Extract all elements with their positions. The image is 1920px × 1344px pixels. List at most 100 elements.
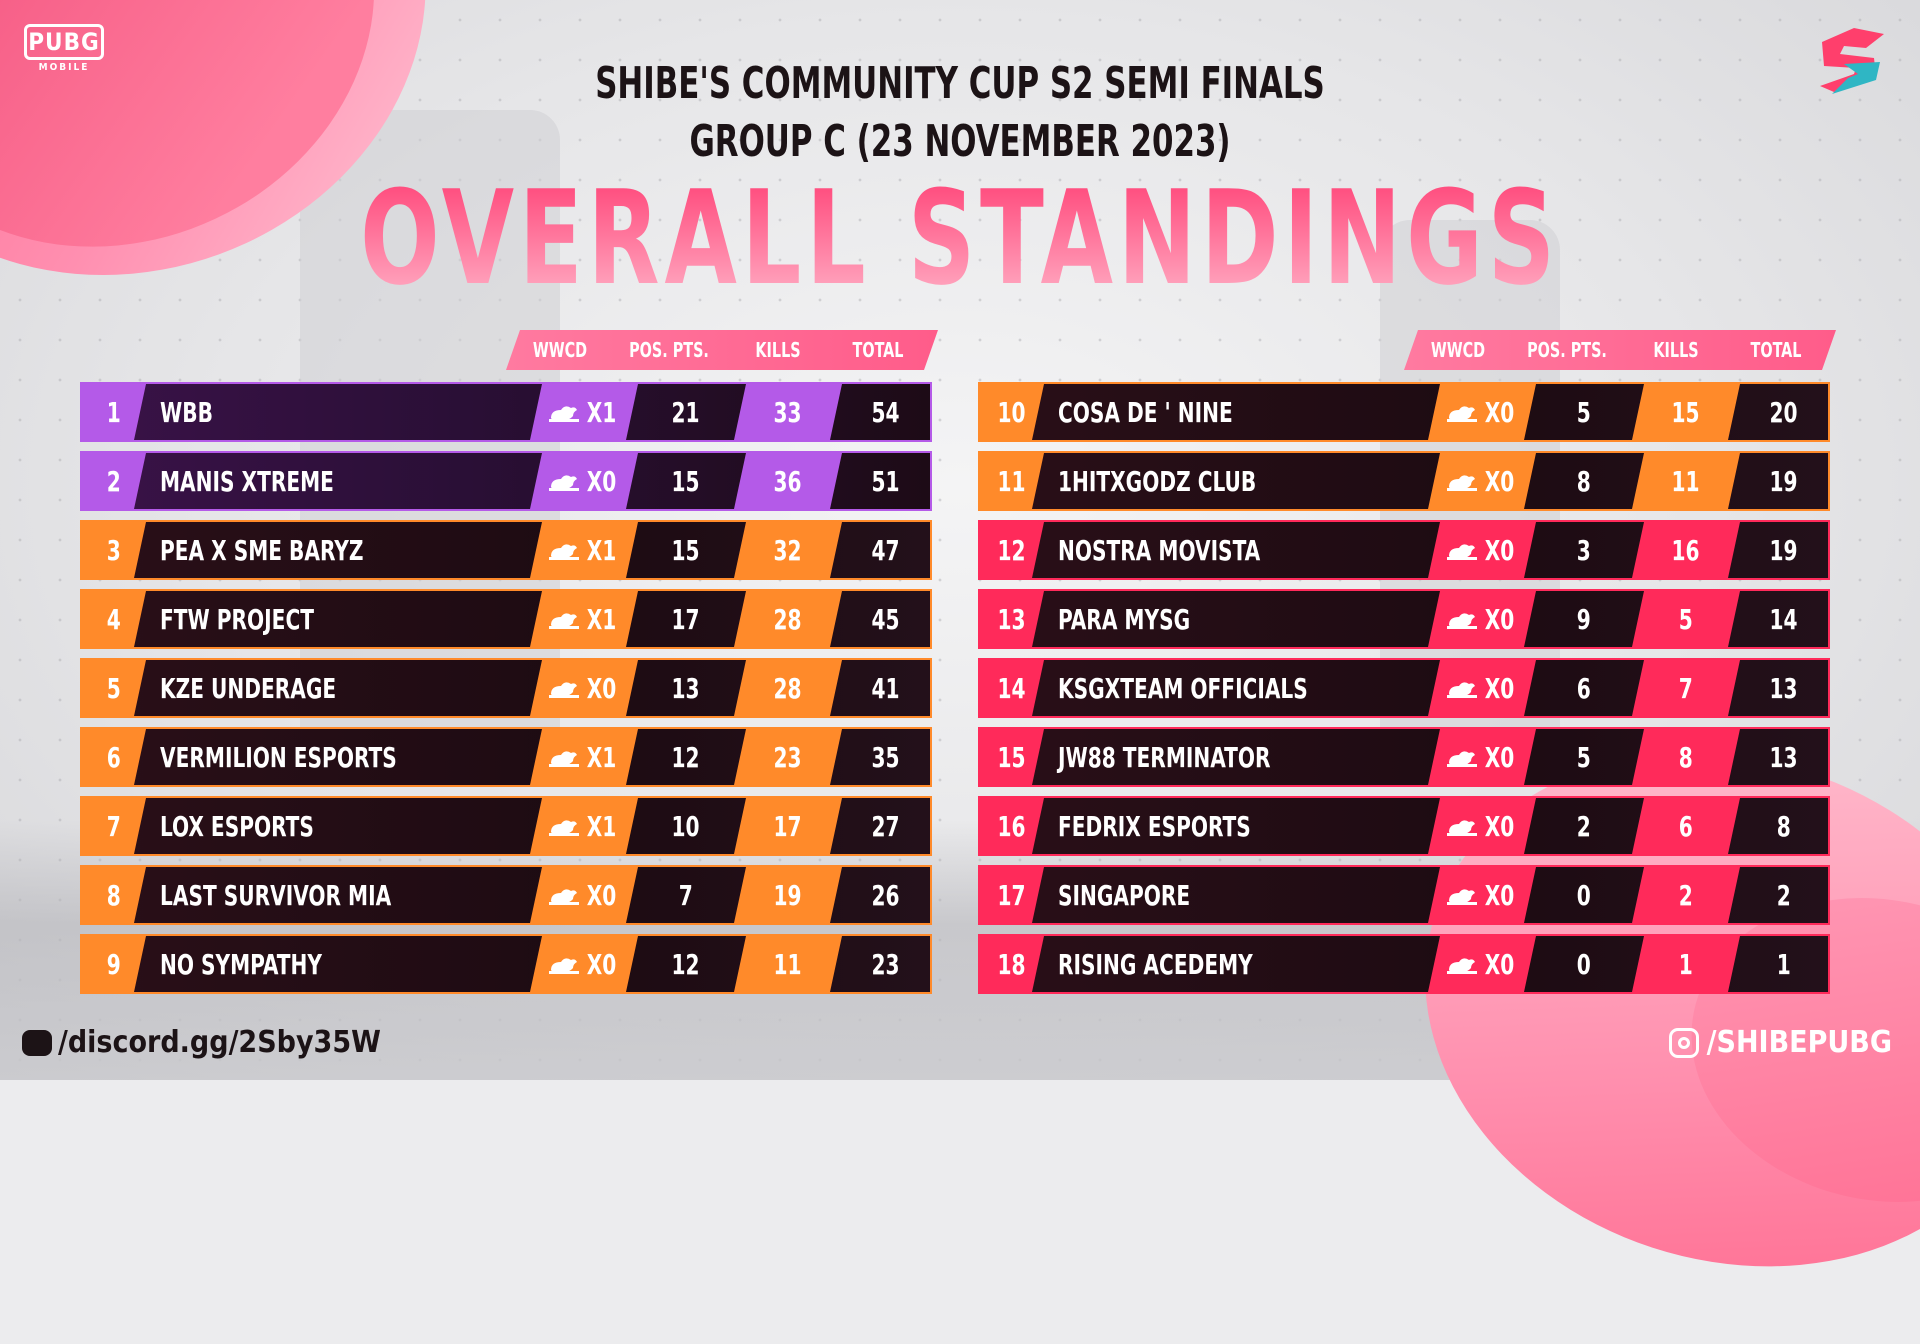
rank-number: 6 — [106, 740, 122, 774]
rank-number: 15 — [997, 740, 1027, 774]
team-name: PEA X SME BARYZ — [160, 533, 364, 567]
kills-cell: 11 — [1632, 453, 1740, 509]
wwcd-value: X0 — [1484, 395, 1514, 429]
rank-number: 1 — [106, 395, 122, 429]
kills-value: 7 — [1678, 671, 1694, 705]
total-points-value: 45 — [871, 602, 901, 636]
standings-row: 9 NO SYMPATHY X0 12 11 23 — [80, 934, 932, 994]
kills-value: 5 — [1678, 602, 1694, 636]
rank-cell: 13 — [980, 591, 1044, 647]
total-points-value: 35 — [871, 740, 901, 774]
position-points-cell: 17 — [638, 591, 734, 647]
team-name-cell: WBB — [134, 384, 530, 440]
wwcd-value: X0 — [1484, 947, 1514, 981]
wwcd-cell: X1 — [530, 591, 638, 647]
position-points-cell: 10 — [638, 798, 734, 854]
team-name-cell: LOX ESPORTS — [134, 798, 530, 854]
rank-cell: 6 — [82, 729, 146, 785]
position-points-cell: 15 — [638, 453, 734, 509]
chicken-dinner-icon — [549, 678, 579, 698]
team-name-cell: PEA X SME BARYZ — [134, 522, 530, 578]
kills-cell: 33 — [734, 384, 842, 440]
chicken-dinner-icon — [549, 471, 579, 491]
wwcd-value: X0 — [1484, 533, 1514, 567]
team-name-cell: KZE UNDERAGE — [134, 660, 530, 716]
rank-number: 17 — [997, 878, 1027, 912]
rank-cell: 2 — [82, 453, 146, 509]
standings-row: 16 FEDRIX ESPORTS X0 2 6 8 — [978, 796, 1830, 856]
discord-link[interactable]: /discord.gg/2Sby35W — [22, 1025, 381, 1060]
total-points-value: 26 — [871, 878, 901, 912]
team-name: NOSTRA MOVISTA — [1058, 533, 1261, 567]
kills-value: 33 — [773, 395, 803, 429]
chicken-dinner-icon — [549, 885, 579, 905]
chicken-dinner-icon — [549, 747, 579, 767]
wwcd-cell: X0 — [1428, 522, 1536, 578]
team-name-cell: 1HITXGODZ CLUB — [1032, 453, 1428, 509]
rank-number: 2 — [106, 464, 122, 498]
column-kills: KILLS — [1653, 338, 1699, 362]
rank-cell: 9 — [82, 936, 146, 992]
kills-cell: 23 — [734, 729, 842, 785]
rank-cell: 10 — [980, 384, 1044, 440]
rank-cell: 1 — [82, 384, 146, 440]
total-points-value: 41 — [871, 671, 901, 705]
total-points-cell: 51 — [842, 453, 930, 509]
wwcd-cell: X0 — [1428, 591, 1536, 647]
wwcd-value: X1 — [586, 740, 616, 774]
rank-cell: 5 — [82, 660, 146, 716]
total-points-value: 13 — [1769, 671, 1799, 705]
rank-number: 4 — [106, 602, 122, 636]
team-name: MANIS XTREME — [160, 464, 334, 498]
standings-row: 15 JW88 TERMINATOR X0 5 8 13 — [978, 727, 1830, 787]
rank-number: 9 — [106, 947, 122, 981]
kills-cell: 28 — [734, 591, 842, 647]
total-points-value: 47 — [871, 533, 901, 567]
kills-value: 28 — [773, 671, 803, 705]
chicken-dinner-icon — [1447, 954, 1477, 974]
rank-number: 16 — [997, 809, 1027, 843]
position-points-value: 12 — [671, 947, 701, 981]
wwcd-value: X0 — [586, 464, 616, 498]
total-points-cell: 2 — [1740, 867, 1828, 923]
column-wwcd: WWCD — [1430, 338, 1486, 362]
wwcd-value: X1 — [586, 602, 616, 636]
total-points-value: 13 — [1769, 740, 1799, 774]
rank-number: 3 — [106, 533, 122, 567]
column-total: TOTAL — [852, 338, 904, 362]
total-points-cell: 8 — [1740, 798, 1828, 854]
rank-cell: 14 — [980, 660, 1044, 716]
position-points-value: 15 — [671, 464, 701, 498]
total-points-cell: 54 — [842, 384, 930, 440]
position-points-value: 7 — [678, 878, 694, 912]
total-points-value: 20 — [1769, 395, 1799, 429]
rank-cell: 4 — [82, 591, 146, 647]
position-points-value: 15 — [671, 533, 701, 567]
chicken-dinner-icon — [1447, 540, 1477, 560]
rank-number: 10 — [997, 395, 1027, 429]
total-points-value: 14 — [1769, 602, 1799, 636]
team-name-cell: LAST SURVIVOR MIA — [134, 867, 530, 923]
wwcd-value: X0 — [1484, 671, 1514, 705]
kills-value: 2 — [1678, 878, 1694, 912]
position-points-cell: 7 — [638, 867, 734, 923]
total-points-value: 2 — [1776, 878, 1792, 912]
total-points-cell: 1 — [1740, 936, 1828, 992]
team-name: FEDRIX ESPORTS — [1058, 809, 1251, 843]
chicken-dinner-icon — [1447, 885, 1477, 905]
wwcd-value: X0 — [586, 878, 616, 912]
position-points-value: 10 — [671, 809, 701, 843]
position-points-cell: 9 — [1536, 591, 1632, 647]
rank-number: 7 — [106, 809, 122, 843]
wwcd-cell: X1 — [530, 798, 638, 854]
instagram-link[interactable]: /SHIBEPUBG — [1668, 1025, 1892, 1060]
chicken-dinner-icon — [1447, 609, 1477, 629]
kills-cell: 1 — [1632, 936, 1740, 992]
standings-row: 5 KZE UNDERAGE X0 13 28 41 — [80, 658, 932, 718]
rank-number: 14 — [997, 671, 1027, 705]
rank-cell: 17 — [980, 867, 1044, 923]
chicken-dinner-icon — [549, 540, 579, 560]
position-points-value: 2 — [1576, 809, 1592, 843]
wwcd-cell: X0 — [1428, 660, 1536, 716]
wwcd-cell: X1 — [530, 384, 638, 440]
